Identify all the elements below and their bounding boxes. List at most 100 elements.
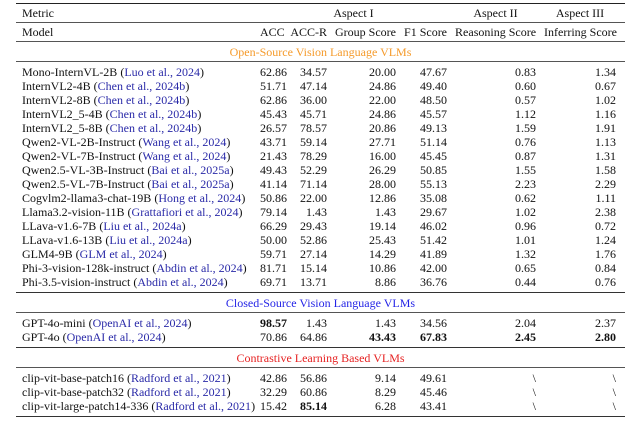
score-value: 14.29	[369, 247, 396, 261]
model-name: Mono-InternVL-2B	[22, 65, 118, 79]
bottom-rule-cell	[16, 416, 626, 417]
score-cell: 47.14	[284, 79, 331, 93]
citation-link[interactable]: Radford et al., 2021	[130, 371, 227, 385]
citation-link[interactable]: Radford et al., 2021	[155, 399, 252, 413]
citation-link[interactable]: Grattafiori et al., 2024	[131, 205, 239, 219]
score-value-best: 43.43	[369, 330, 396, 344]
model-cell: GLM4-9B (GLM et al., 2024)	[22, 247, 167, 261]
score-cell: 46.02	[400, 219, 451, 233]
score-value: 45.45	[420, 149, 448, 163]
citation-link[interactable]: Liu et al., 2024a	[103, 219, 182, 233]
score-cell: 49.43	[256, 163, 287, 177]
score-cell: 1.11	[540, 191, 625, 205]
score-cell: 1.13	[540, 135, 625, 149]
score-value: 45.71	[300, 107, 327, 121]
citation-link[interactable]: Liu et al., 2024a	[109, 233, 188, 247]
section-title: Closed-Source Vision Language VLMs	[16, 292, 626, 313]
col-inferring-score: Inferring Score	[540, 22, 626, 42]
table-row: LLava-v1.6-13B (Liu et al., 2024a) 50.00 5…	[16, 233, 625, 247]
citation-link[interactable]: Wang et al., 2024	[142, 149, 227, 163]
score-cell: 42.00	[400, 261, 451, 275]
model-name: Cogvlm2-llama3-chat-19B	[22, 191, 152, 205]
citation-link[interactable]: Radford et al., 2021	[130, 385, 227, 399]
score-value: \	[532, 371, 537, 385]
score-value: 1.16	[595, 107, 617, 121]
score-cell: 10.86	[331, 261, 400, 275]
score-value: 43.71	[260, 135, 287, 149]
score-value: 15.14	[300, 261, 327, 275]
score-cell: 71.14	[284, 177, 331, 191]
score-value: 1.34	[595, 65, 617, 79]
score-value: 2.04	[515, 316, 537, 330]
score-value: 27.71	[369, 135, 396, 149]
score-value: 10.86	[369, 261, 396, 275]
citation-link[interactable]: Abdin et al., 2024	[156, 261, 243, 275]
citation-link[interactable]: Chen et al., 2024b	[97, 79, 186, 93]
model-name: Qwen2.5-VL-3B-Instruct	[22, 163, 145, 177]
citation-link[interactable]: Chen et al., 2024b	[109, 121, 198, 135]
score-cell: 1.59	[451, 121, 540, 135]
score-value: 42.86	[260, 371, 287, 385]
table-row: Mono-InternVL-2B (Luo et al., 2024) 62.86…	[16, 62, 625, 79]
score-value: 1.91	[595, 121, 617, 135]
model-name: Qwen2.5-VL-7B-Instruct	[22, 177, 145, 191]
score-value: 62.86	[260, 93, 287, 107]
score-cell: 62.86	[256, 93, 287, 107]
model-cell: Qwen2.5-VL-7B-Instruct (Bai et al., 2025…	[22, 177, 234, 191]
score-cell: 45.43	[256, 107, 287, 121]
citation-link[interactable]: Wang et al., 2024	[142, 135, 227, 149]
citation-link[interactable]: Abdin et al., 2024	[137, 275, 224, 289]
citation-link[interactable]: OpenAI et al., 2024	[92, 316, 188, 330]
score-cell: 2.45	[451, 330, 540, 348]
score-cell: \	[540, 399, 625, 417]
score-cell: 51.71	[256, 79, 287, 93]
citation-link[interactable]: Luo et al., 2024	[124, 65, 200, 79]
score-value: 51.42	[420, 233, 448, 247]
score-cell: 1.43	[284, 313, 331, 330]
score-cell: 52.86	[284, 233, 331, 247]
score-cell: 52.29	[284, 163, 331, 177]
score-value: 1.01	[515, 233, 537, 247]
score-cell: 45.46	[400, 385, 451, 399]
score-cell: \	[540, 368, 625, 385]
score-cell: 98.57	[256, 313, 287, 330]
score-cell: 78.57	[284, 121, 331, 135]
model-cell: LLava-v1.6-7B (Liu et al., 2024a)	[22, 219, 186, 233]
citation-link[interactable]: Hong et al., 2024	[158, 191, 242, 205]
score-value: 20.86	[369, 121, 396, 135]
score-value: 47.14	[300, 79, 327, 93]
citation-link[interactable]: OpenAI et al., 2024	[66, 330, 162, 344]
model-cell: Phi-3.5-vision-instruct (Abdin et al., 2…	[22, 275, 228, 289]
score-cell: 56.86	[284, 368, 331, 385]
score-value: 36.76	[420, 275, 448, 289]
citation-link[interactable]: Bai et al., 2025a	[151, 163, 230, 177]
score-value-best: 67.83	[420, 330, 448, 344]
table-row: Phi-3.5-vision-instruct (Abdin et al., 2…	[16, 275, 625, 293]
table-row: Qwen2-VL-7B-Instruct (Wang et al., 2024)…	[16, 149, 625, 163]
table-row: Cogvlm2-llama3-chat-19B (Hong et al., 20…	[16, 191, 625, 205]
score-value: 64.86	[300, 330, 327, 344]
score-value: 1.59	[515, 121, 537, 135]
score-cell: 2.23	[451, 177, 540, 191]
score-cell: 13.71	[284, 275, 331, 293]
score-cell: 48.50	[400, 93, 451, 107]
score-value: 35.08	[420, 191, 448, 205]
score-value: 52.29	[300, 163, 327, 177]
score-cell: 1.43	[331, 313, 400, 330]
score-value: 81.71	[260, 261, 287, 275]
citation-link[interactable]: Bai et al., 2025a	[151, 177, 230, 191]
score-cell: 27.71	[331, 135, 400, 149]
score-value: 59.14	[300, 135, 327, 149]
col-reasoning-score: Reasoning Score	[451, 22, 541, 42]
score-cell: 49.40	[400, 79, 451, 93]
score-value: 0.96	[515, 219, 537, 233]
score-cell: 0.67	[540, 79, 625, 93]
score-cell: 1.91	[540, 121, 625, 135]
score-value: 0.60	[515, 79, 537, 93]
score-value: 46.02	[420, 219, 448, 233]
score-value: 51.14	[420, 135, 448, 149]
score-cell: 43.43	[331, 330, 400, 348]
citation-link[interactable]: GLM et al., 2024	[79, 247, 163, 261]
citation-link[interactable]: Chen et al., 2024b	[109, 107, 198, 121]
citation-link[interactable]: Chen et al., 2024b	[97, 93, 186, 107]
